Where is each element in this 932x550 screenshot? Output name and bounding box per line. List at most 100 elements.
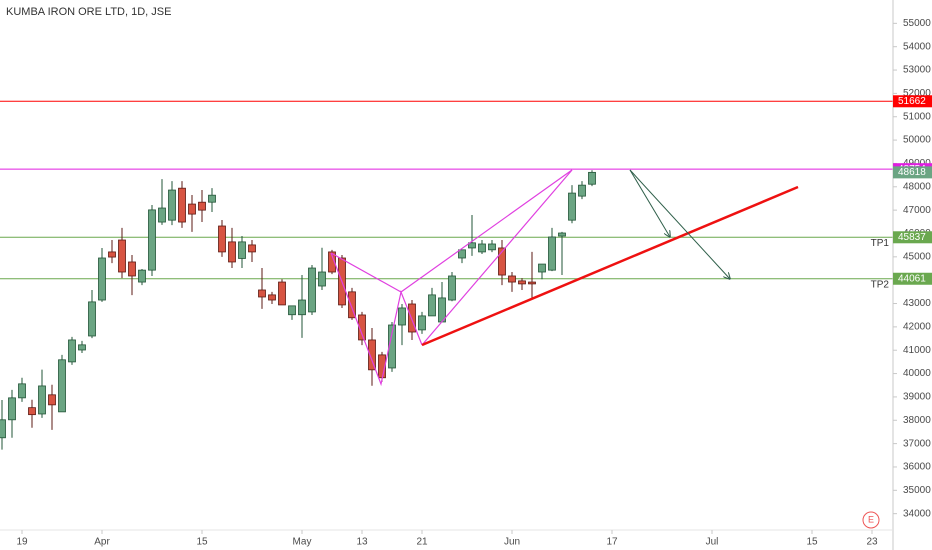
event-icon[interactable] xyxy=(862,511,880,529)
candle-body xyxy=(298,299,306,316)
level-label: 51662 xyxy=(898,96,926,107)
candle-body xyxy=(278,281,286,306)
y-tick-label: 36000 xyxy=(903,462,931,473)
y-tick-label: 39000 xyxy=(903,392,931,403)
y-tick-label: 53000 xyxy=(903,65,931,76)
level-text: TP1 xyxy=(871,238,890,249)
candle-body xyxy=(18,383,26,399)
level-label-box xyxy=(893,272,932,285)
y-tick-label: 47000 xyxy=(903,205,931,216)
candle-body xyxy=(148,209,156,271)
candle-body xyxy=(178,187,186,223)
y-tick-label: 52000 xyxy=(903,88,931,99)
candle-body xyxy=(518,280,526,285)
x-tick-label: Apr xyxy=(94,537,110,548)
candle-body xyxy=(158,207,166,223)
candle-body xyxy=(228,241,236,263)
candle-body xyxy=(458,249,466,259)
candle-body xyxy=(48,394,56,406)
y-tick-label: 38000 xyxy=(903,415,931,426)
chart-title: KUMBA IRON ORE LTD, 1D, JSE xyxy=(6,6,171,18)
candle-body xyxy=(238,241,246,259)
candle-body xyxy=(168,189,176,221)
x-tick-label: 23 xyxy=(866,537,878,548)
candle-body xyxy=(568,192,576,221)
y-tick-label: 42000 xyxy=(903,322,931,333)
candle-body xyxy=(558,232,566,237)
level-label-box xyxy=(893,95,932,108)
candle-body xyxy=(218,225,226,253)
candle-body xyxy=(288,305,296,316)
x-tick-label: 15 xyxy=(806,537,818,548)
candle-body xyxy=(388,324,396,369)
candle-body xyxy=(488,243,496,251)
candles xyxy=(0,170,596,450)
level-text: TP2 xyxy=(871,279,890,290)
candle-body xyxy=(468,242,476,249)
level-label: 44061 xyxy=(898,273,926,284)
candle-body xyxy=(578,184,586,197)
candle-body xyxy=(398,307,406,326)
candle-body xyxy=(208,194,216,203)
candle-body xyxy=(128,261,136,277)
candle-body xyxy=(108,251,116,258)
candle-body xyxy=(358,314,366,341)
event-icon-label[interactable]: E xyxy=(868,514,874,524)
candle-body xyxy=(68,339,76,363)
x-tick-label: 21 xyxy=(416,537,428,548)
candle-body xyxy=(118,239,126,273)
y-tick-label: 37000 xyxy=(903,438,931,449)
candle-body xyxy=(528,281,536,285)
y-tick-label: 43000 xyxy=(903,298,931,309)
candle-body xyxy=(78,344,86,351)
y-tick-label: 40000 xyxy=(903,368,931,379)
last-price-box xyxy=(893,166,932,179)
candle-body xyxy=(448,275,456,301)
candle-body xyxy=(258,289,266,298)
candle-body xyxy=(88,301,96,337)
y-tick-label: 54000 xyxy=(903,41,931,52)
candle-body xyxy=(368,339,376,371)
trend-line xyxy=(421,185,799,347)
arrow xyxy=(629,169,730,279)
y-tick-label: 55000 xyxy=(903,18,931,29)
drawings xyxy=(330,169,799,387)
x-tick-label: Jul xyxy=(706,537,719,548)
candle-body xyxy=(348,291,356,319)
candle-body xyxy=(188,203,196,215)
x-tick-label: May xyxy=(293,537,312,548)
pattern-line xyxy=(400,169,573,293)
candle-body xyxy=(548,236,556,271)
x-tick-label: 19 xyxy=(16,537,28,548)
x-tick-label: Jun xyxy=(504,537,520,548)
candle-body xyxy=(428,294,436,317)
candle-body xyxy=(198,201,206,211)
y-tick-label: 48000 xyxy=(903,181,931,192)
x-tick-label: 13 xyxy=(356,537,368,548)
candle-body xyxy=(138,269,146,283)
candle-body xyxy=(408,303,416,333)
y-tick-label: 50000 xyxy=(903,135,931,146)
candle-body xyxy=(418,315,426,331)
x-tick-label: 17 xyxy=(606,537,618,548)
candle-body xyxy=(28,407,36,416)
level-label: 45837 xyxy=(898,232,926,243)
y-tick-label: 45000 xyxy=(903,251,931,262)
candle-body xyxy=(318,271,326,287)
arrow xyxy=(629,169,670,237)
pattern-line xyxy=(330,252,402,293)
candle-body xyxy=(498,247,506,276)
candle-body xyxy=(38,385,46,415)
level-label-box xyxy=(893,231,932,244)
x-tick-label: 15 xyxy=(196,537,208,548)
candle-body xyxy=(478,243,486,253)
last-price-label: 48618 xyxy=(898,167,926,178)
pattern-line xyxy=(330,252,423,387)
candle-body xyxy=(8,397,16,421)
y-tick-label: 51000 xyxy=(903,111,931,122)
candle-body xyxy=(248,244,256,253)
candle-body xyxy=(58,359,66,413)
candle-body xyxy=(268,294,276,301)
pattern-line xyxy=(421,169,573,346)
